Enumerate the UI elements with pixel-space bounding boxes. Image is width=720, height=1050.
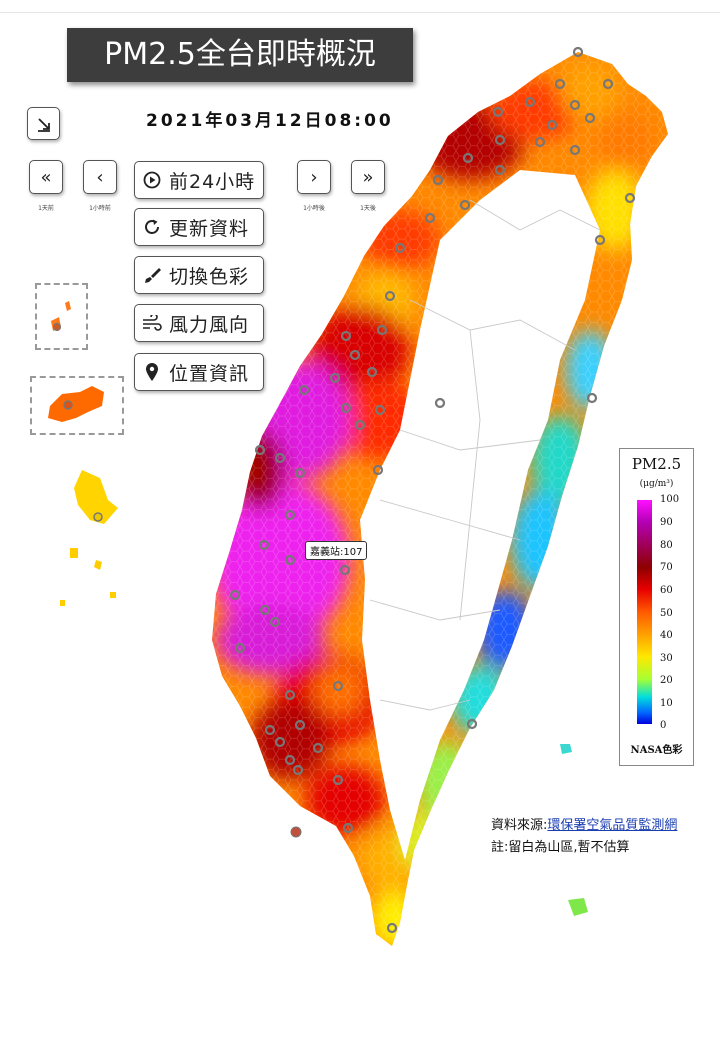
kinmen-inset <box>30 376 124 435</box>
legend-tick: 50 <box>660 608 673 619</box>
legend-tick: 40 <box>660 630 673 641</box>
brush-icon <box>135 266 169 284</box>
legend-tick: 30 <box>660 653 673 664</box>
day-forward-caption: 1天後 <box>360 205 376 212</box>
source-note: 註:留白為山區,暫不估算 <box>491 840 630 855</box>
hour-back-button[interactable]: ‹ <box>83 160 117 194</box>
chevron-right-icon: › <box>310 166 318 188</box>
legend-tick: 60 <box>660 585 673 596</box>
collapse-panel-button[interactable] <box>27 107 60 140</box>
legend-color-bar <box>637 500 652 724</box>
hour-forward-caption: 1小時後 <box>303 205 325 212</box>
legend-tick: 100 <box>660 494 680 505</box>
outlying-islands <box>60 470 588 916</box>
matsu-inset-north <box>35 283 88 350</box>
legend-scheme: NASA色彩 <box>630 745 683 756</box>
refresh-data-label: 更新資料 <box>169 217 250 240</box>
double-chevron-right-icon: » <box>362 166 374 188</box>
legend-tick: 70 <box>660 562 673 573</box>
top-divider <box>0 12 720 13</box>
wind-button[interactable]: 風力風向 <box>134 304 264 342</box>
switch-colors-label: 切換色彩 <box>169 265 250 288</box>
prev-24h-button[interactable]: 前24小時 <box>134 161 264 199</box>
legend-tick: 0 <box>660 720 667 731</box>
arrow-down-right-icon <box>37 117 50 132</box>
day-back-caption: 1天前 <box>38 205 54 212</box>
wind-label: 風力風向 <box>169 313 250 336</box>
prev-24h-label: 前24小時 <box>169 170 256 193</box>
color-legend: PM2.5 (μg/m³) 100 90 80 70 60 50 40 30 2… <box>619 448 694 766</box>
day-forward-button[interactable]: » <box>351 160 385 194</box>
data-timestamp: 2021年03月12日08:00 <box>146 111 394 131</box>
legend-tick: 10 <box>660 698 673 709</box>
wind-icon <box>135 315 169 331</box>
data-source: 資料來源:環保署空氣品質監測網 註:留白為山區,暫不估算 <box>491 815 677 859</box>
hour-back-caption: 1小時前 <box>89 205 111 212</box>
location-button[interactable]: 位置資訊 <box>134 353 264 391</box>
page-title: PM2.5全台即時概況 <box>67 28 413 82</box>
day-back-button[interactable]: « <box>29 160 63 194</box>
location-label: 位置資訊 <box>169 362 250 385</box>
refresh-data-button[interactable]: 更新資料 <box>134 208 264 246</box>
map-pin-icon <box>135 362 169 382</box>
double-chevron-left-icon: « <box>40 166 52 188</box>
station-markers <box>229 46 636 934</box>
county-boundaries <box>369 199 601 711</box>
legend-title: PM2.5 <box>631 455 682 473</box>
refresh-icon <box>135 218 169 236</box>
legend-unit: (μg/m³) <box>639 479 674 489</box>
chevron-left-icon: ‹ <box>96 166 104 188</box>
play-circle-icon <box>135 171 169 189</box>
legend-tick: 80 <box>660 540 673 551</box>
switch-colors-button[interactable]: 切換色彩 <box>134 256 264 294</box>
source-link[interactable]: 環保署空氣品質監測網 <box>547 818 678 833</box>
legend-tick: 90 <box>660 517 673 528</box>
hour-forward-button[interactable]: › <box>297 160 331 194</box>
legend-tick: 20 <box>660 675 673 686</box>
source-prefix: 資料來源: <box>491 818 548 833</box>
station-tooltip: 嘉義站:107 <box>305 541 368 560</box>
